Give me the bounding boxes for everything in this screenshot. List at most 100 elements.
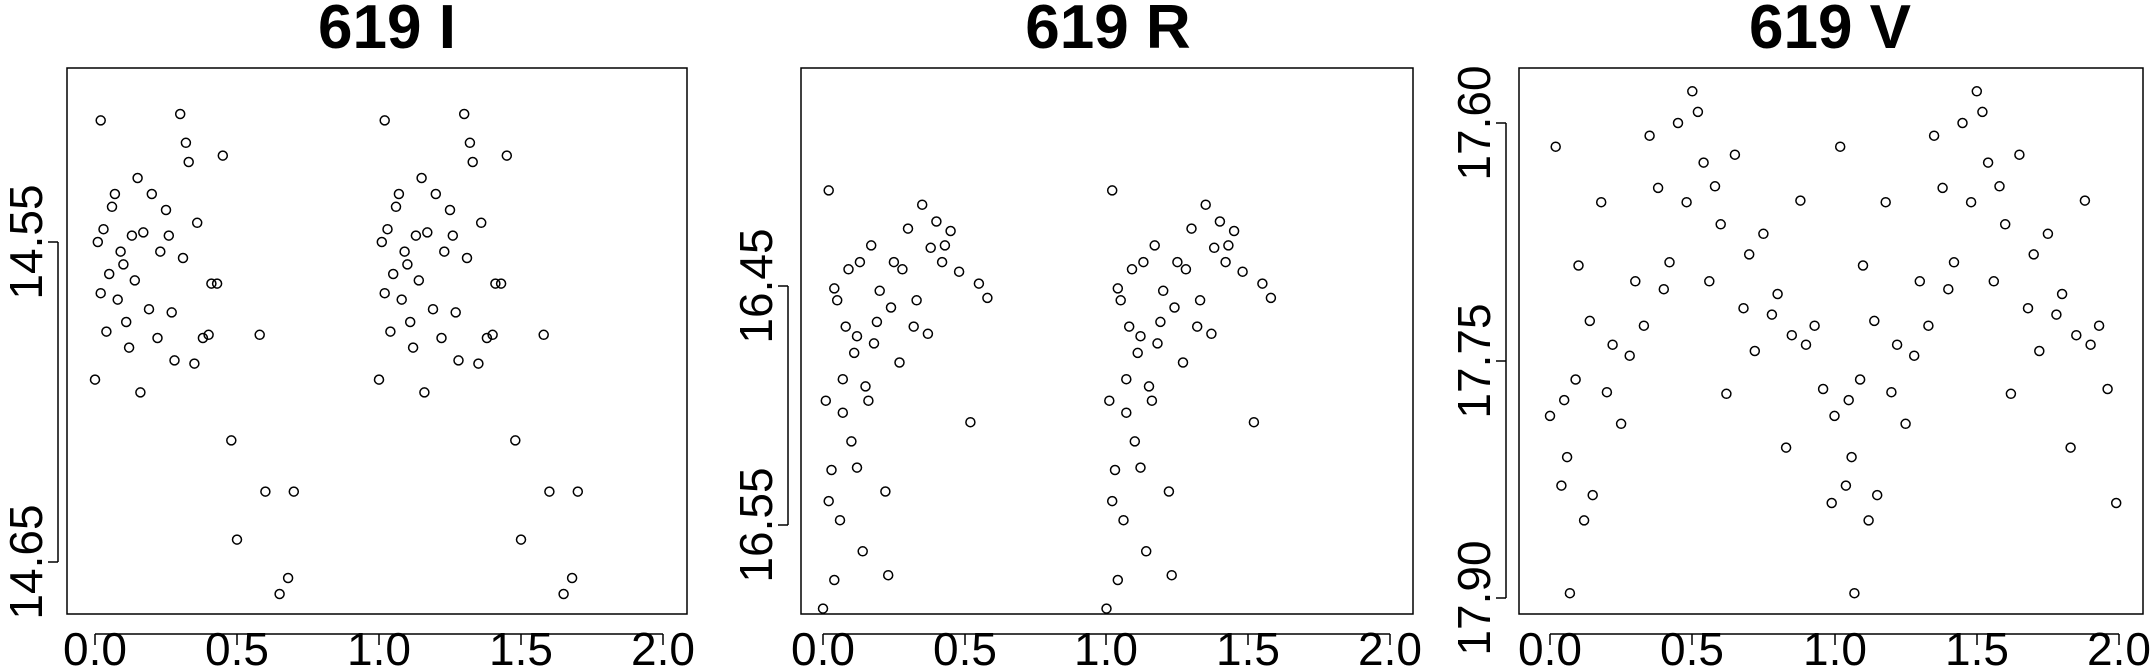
data-point [231,534,243,545]
data-point [874,285,885,297]
data-point [1214,216,1226,227]
data-point [1584,315,1596,327]
data-point [189,358,200,369]
data-point [143,303,155,315]
data-point [897,264,908,275]
data-point [475,217,487,229]
y-axis: 16.45 16.55 [730,228,789,583]
x-tick-label: 0.0 [791,623,855,668]
data-point [936,256,948,268]
data-point [1826,497,1837,509]
y-tick-label: 17.75 [1448,303,1500,418]
data-point [834,514,846,526]
data-point [467,156,478,168]
data-point [572,486,584,497]
data-point [2022,302,2034,314]
data-point [1957,117,1968,129]
data-point [854,256,866,268]
data-point [1721,388,1732,400]
data-point [1129,436,1141,447]
data-point [422,227,433,238]
data-point [2071,329,2082,341]
data-point [226,435,237,446]
data-point [376,236,388,248]
data-point [1857,260,1869,271]
data-point [385,326,396,337]
data-point [1698,157,1709,168]
data-point [860,381,871,392]
data-point [925,242,936,254]
data-point [1561,451,1573,463]
data-point [1615,418,1627,430]
data-point [254,329,265,341]
data-point [1965,196,1977,208]
data-point [155,246,166,257]
y-tick: 17.60 [1448,65,1506,181]
data-point [843,264,854,275]
x-axis: 0.0 0.5 1.0 1.5 2.0 [1518,623,2151,668]
data-point [1132,347,1143,359]
data-point [103,268,115,280]
data-point [166,307,177,318]
data-point [1977,106,1988,118]
data-point [2034,345,2045,357]
data-point [1891,339,1903,350]
data-point [487,329,498,341]
y-tick-label: 14.55 [0,184,52,299]
data-point [1800,339,1812,350]
x-tick: 0.5 [1660,623,1724,668]
data-point [444,204,456,216]
data-point [473,358,484,369]
data-point [857,546,868,557]
data-point [1163,486,1175,497]
data-point [829,574,840,586]
data-point [851,462,863,473]
data-point [823,495,834,507]
data-point [1558,394,1570,406]
data-point [1135,462,1146,473]
data-point [1228,225,1240,237]
data-point [840,321,851,332]
data-point [1681,196,1692,208]
y-tick: 14.55 [0,184,58,300]
x-axis: 0.0 0.5 1.0 1.5 2.0 [791,623,1422,668]
data-point [1223,240,1234,251]
data-point [965,416,976,428]
data-point [1200,199,1211,210]
data-point [1692,106,1704,118]
data-point [2110,497,2122,509]
data-point [2014,149,2025,160]
x-tick: 1.0 [1803,623,1867,668]
data-point [112,294,123,305]
x-tick-label: 1.0 [1074,623,1138,668]
data-point [880,486,891,497]
data-point [1817,383,1829,395]
data-point [911,295,922,306]
data-point [1854,374,1866,385]
data-point [379,115,390,126]
data-point [953,266,965,277]
data-point [566,572,578,584]
data-point [101,326,112,337]
data-point [174,108,186,120]
x-tick-label: 0.0 [63,623,127,668]
data-point [2005,388,2017,400]
x-tick: 0.0 [791,623,855,668]
x-tick-label: 0.5 [933,623,997,668]
plot-frame [800,67,1414,615]
y-tick-label: 16.45 [730,228,782,343]
data-point [1846,451,1857,463]
data-point [1786,329,1798,341]
data-point [1564,587,1576,599]
data-point [973,278,985,289]
data-point [1715,219,1726,230]
data-point [1766,309,1778,320]
data-point [1578,515,1590,526]
data-point [152,332,163,344]
data-point [848,347,860,359]
data-point [1630,276,1641,287]
x-tick-label: 1.0 [1803,623,1867,668]
data-point [871,316,883,328]
data-point [820,395,832,406]
x-tick: 2.0 [2087,623,2151,668]
